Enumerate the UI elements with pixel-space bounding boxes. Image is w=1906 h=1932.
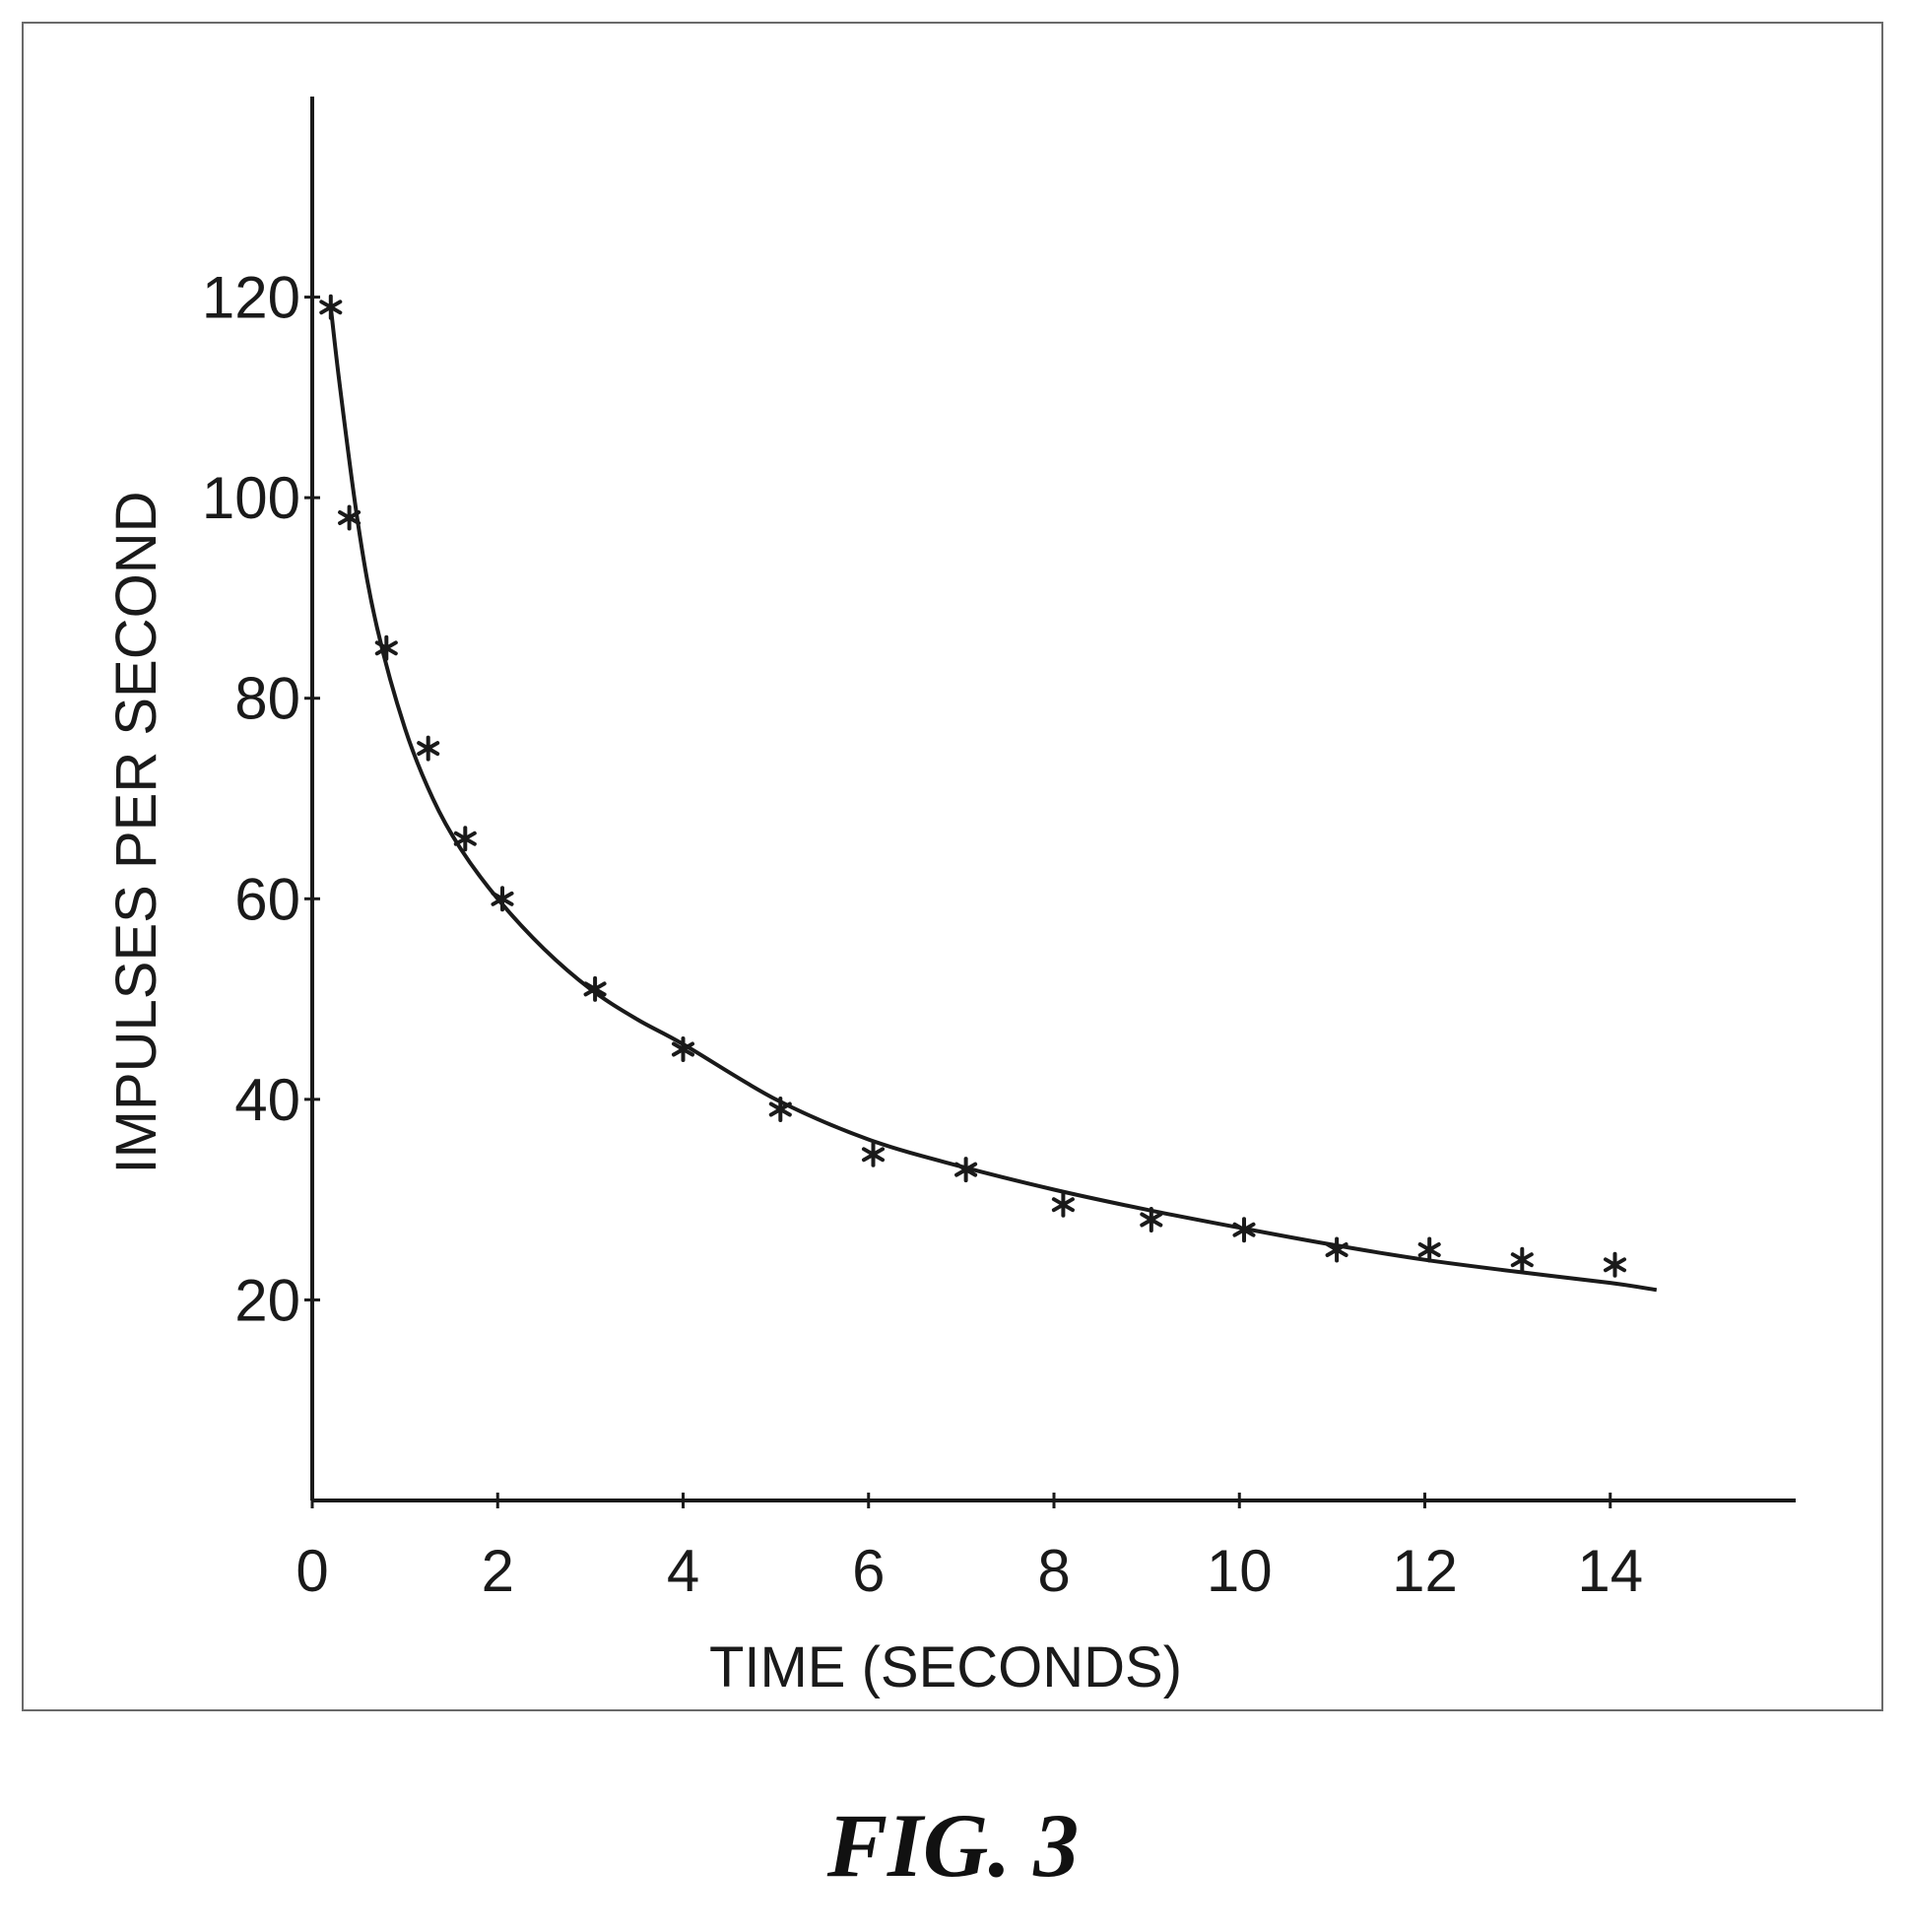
data-point — [374, 634, 398, 661]
data-point — [1051, 1191, 1075, 1218]
asterisk-stroke — [1417, 1242, 1441, 1257]
x-tick-label: 12 — [1392, 1538, 1458, 1604]
x-tick-label: 2 — [482, 1538, 514, 1604]
asterisk-stroke — [338, 510, 361, 525]
asterisk-stroke — [417, 741, 440, 757]
axes — [310, 97, 1796, 1502]
data-point — [768, 1097, 792, 1122]
data-point — [1232, 1217, 1256, 1243]
x-tick-label: 14 — [1577, 1538, 1643, 1604]
asterisk-stroke — [1140, 1212, 1163, 1228]
x-axis-title: TIME (SECONDS) — [709, 1635, 1182, 1699]
data-point — [491, 886, 514, 912]
data-point — [1603, 1251, 1627, 1278]
y-tick-label: 60 — [234, 866, 300, 932]
x-tick-label: 8 — [1037, 1538, 1070, 1604]
data-point — [338, 504, 361, 531]
asterisk-stroke — [374, 640, 398, 656]
data-point — [1417, 1236, 1441, 1263]
data-point — [861, 1141, 886, 1167]
x-tick-label: 6 — [852, 1538, 885, 1604]
data-point — [954, 1157, 978, 1183]
tick-marks — [304, 296, 1612, 1508]
curve-line — [328, 306, 1658, 1293]
y-tick-label: 100 — [202, 465, 300, 531]
y-tick-label: 80 — [234, 666, 300, 732]
data-point — [1510, 1246, 1534, 1273]
x-tick-label: 4 — [667, 1538, 699, 1604]
asterisk-stroke — [1603, 1257, 1627, 1273]
asterisk-stroke — [954, 1162, 978, 1177]
asterisk-stroke — [453, 831, 477, 846]
asterisk-stroke — [861, 1147, 886, 1163]
data-point — [671, 1036, 695, 1062]
fitted-curve — [328, 306, 1658, 1293]
asterisk-stroke — [1232, 1222, 1256, 1237]
x-tick-label: 10 — [1207, 1538, 1273, 1604]
y-axis-title: IMPULSES PER SECOND — [104, 492, 168, 1174]
asterisk-stroke — [1325, 1242, 1348, 1257]
data-point — [1140, 1207, 1163, 1232]
y-tick-label: 20 — [234, 1267, 300, 1333]
asterisk-stroke — [319, 300, 343, 315]
tick-labels: 0 2 4 6 8 10 12 14 20 40 60 80 100 120 — [202, 265, 1643, 1604]
asterisk-stroke — [768, 1101, 792, 1117]
asterisk-stroke — [583, 981, 607, 997]
data-point — [1325, 1236, 1348, 1263]
asterisk-stroke — [671, 1041, 695, 1057]
data-points — [319, 294, 1627, 1278]
asterisk-stroke — [1051, 1197, 1075, 1213]
asterisk-stroke — [1510, 1252, 1534, 1268]
x-tick-label: 0 — [296, 1538, 328, 1604]
y-tick-label: 120 — [202, 265, 300, 331]
data-point — [417, 735, 440, 762]
data-point — [453, 826, 477, 852]
data-point — [583, 975, 607, 1002]
data-point — [319, 294, 343, 320]
y-tick-label: 40 — [234, 1067, 300, 1133]
figure-caption: FIG. 3 — [826, 1795, 1080, 1896]
asterisk-stroke — [491, 891, 514, 906]
